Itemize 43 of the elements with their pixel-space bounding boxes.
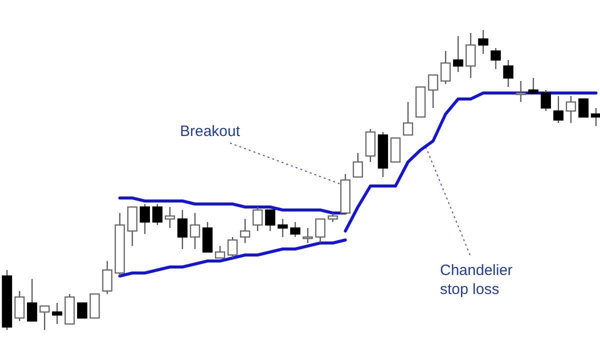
candlestick [177,209,188,250]
candlestick [478,29,488,55]
candlestick [77,302,88,319]
annotation: Breakout [180,123,241,140]
candlestick [528,77,538,94]
candlestick [453,35,464,73]
candlestick [503,59,514,88]
candlestick [14,290,25,322]
candlestick [390,137,401,163]
candlestick [252,206,263,232]
candlestick [428,74,438,109]
candlestick [590,107,600,127]
candlestick [90,293,100,319]
candlestick [540,89,551,112]
candlestick [265,209,276,232]
candlestick [402,101,414,136]
candlestick [190,212,200,250]
candlestick [52,302,62,325]
candlestick [214,245,226,259]
candlestick [39,305,50,331]
candlestick [102,260,112,295]
candlestick [302,227,313,244]
candlestick [127,206,138,247]
candlestick [290,221,300,238]
candlestick [516,80,526,103]
candlestick [553,95,564,124]
candlestick [152,203,162,226]
candlestick [140,203,150,235]
candlestick [440,50,451,85]
candlestick [240,218,250,244]
annotation: Chandelier stop loss [440,262,513,298]
candlestick [466,32,476,79]
candlestick [164,206,176,229]
candlestick [278,218,288,238]
candlestick [490,47,501,70]
candlestick [365,128,376,163]
candlestick [227,236,238,259]
candlestick [202,221,213,253]
candlestick [578,98,589,118]
candlestick [566,95,576,124]
candlestick [352,152,363,178]
candlestick [26,278,38,322]
candlestick [315,218,326,244]
